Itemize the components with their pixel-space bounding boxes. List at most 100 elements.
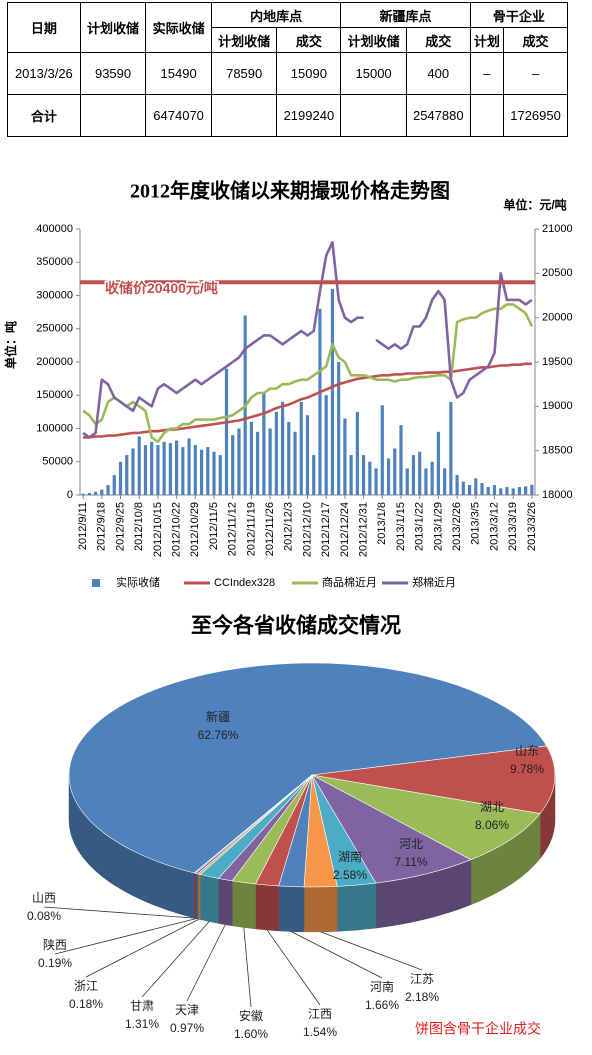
y-tick-label: 250000 (36, 323, 73, 335)
bar (249, 421, 254, 495)
slice (68, 662, 548, 874)
cell (469, 94, 505, 137)
leader-line (54, 918, 197, 955)
slice-side (193, 872, 196, 919)
bar (517, 487, 522, 495)
bar (199, 449, 204, 495)
slice-label: 陕西 (43, 937, 67, 952)
bar (511, 488, 515, 495)
bar (175, 440, 179, 495)
cell: – (469, 52, 505, 95)
bar (467, 485, 472, 495)
x-tick-label: 2012/10/29 (189, 502, 201, 557)
slice-label: 新疆 (206, 709, 230, 724)
bar (187, 438, 191, 495)
bar (337, 362, 341, 495)
bar (168, 443, 172, 495)
reference-label: 收储价20400元/吨 (105, 280, 218, 296)
y-tick-label: 0 (67, 489, 73, 501)
bar (330, 288, 335, 495)
slice-value: 8.06% (475, 818, 509, 832)
slice (311, 745, 556, 814)
bar (112, 475, 116, 495)
y2-tick-label: 19000 (542, 400, 573, 412)
bar (231, 435, 235, 495)
slice-label: 天津 (175, 1003, 199, 1017)
chart-title: 至今各省收储成交情况 (191, 614, 401, 638)
bar (386, 458, 391, 495)
header-cell: 成交 (503, 27, 568, 53)
slice-value: 0.18% (69, 997, 103, 1011)
slice-side (255, 883, 279, 932)
bar (436, 431, 440, 495)
slice-value: 2.18% (405, 990, 439, 1004)
slice (311, 774, 472, 884)
x-tick-label: 2012/12/17 (320, 502, 332, 557)
bar (125, 455, 129, 495)
slice-label: 河南 (370, 979, 394, 994)
bar (430, 461, 434, 495)
leader-line (243, 927, 252, 1008)
bar (411, 455, 416, 495)
slice-value: 1.54% (303, 1025, 337, 1039)
bar (162, 441, 166, 495)
header-cell: 计划收储 (79, 2, 147, 53)
bar (299, 401, 303, 495)
slice-value: 7.11% (394, 855, 427, 869)
leader-line (43, 906, 195, 919)
header-cell: 骨干企业 (469, 2, 569, 28)
series-line (82, 241, 533, 439)
cell (79, 94, 147, 137)
cell: 2013/3/26 (7, 52, 81, 95)
y2-tick-label: 19500 (542, 356, 573, 368)
bar (131, 448, 135, 495)
x-tick-label: 2012/10/22 (171, 502, 183, 557)
cell: 2199240 (276, 94, 342, 137)
bar (380, 405, 384, 495)
bar (318, 308, 322, 495)
bar (274, 411, 278, 495)
slice (311, 774, 541, 861)
bar (118, 461, 123, 495)
bar (355, 411, 359, 495)
cell: 78590 (210, 52, 278, 95)
slice-value: 2.58% (333, 868, 367, 882)
x-tick-label: 2013/3/26 (526, 502, 538, 551)
slice-label: 甘肃 (130, 999, 154, 1013)
x-tick-label: 2012/11/12 (227, 502, 239, 556)
bar (418, 451, 422, 495)
bar (293, 431, 297, 495)
bar (324, 395, 328, 495)
slice-value: 1.60% (234, 1027, 268, 1041)
bar (368, 461, 372, 495)
bar (212, 451, 216, 495)
y-tick-label: 350000 (36, 256, 73, 268)
leader-line (320, 931, 423, 971)
header-cell: 计划收储 (210, 27, 278, 53)
bar (343, 418, 347, 495)
bar (262, 391, 266, 495)
bar (499, 488, 503, 495)
bar (305, 415, 310, 495)
legend-label: 郑棉近月 (412, 575, 456, 589)
slice-value: 9.78% (510, 762, 544, 776)
header-cell: 成交 (405, 27, 471, 53)
x-tick-label: 2013/1/15 (395, 502, 407, 551)
annotation: 饼图含骨干企业成交 (415, 1021, 541, 1037)
x-tick-label: 2012/9/25 (114, 502, 126, 551)
bar (461, 481, 465, 495)
bar (480, 483, 484, 495)
storage-table: 日期 计划收储 实际收储 内地库点 新疆库点 骨干企业 计划收储 成交 计划收储 成交 计划 成交 … (7, 2, 569, 137)
y2-tick-label: 20000 (542, 312, 573, 324)
slice-label: 江苏 (410, 972, 434, 986)
y-tick-label: 150000 (36, 389, 73, 401)
leader-line (266, 929, 321, 1006)
header-cell: 计划收储 (340, 27, 407, 53)
leader-line (186, 924, 226, 1002)
cell: 6474070 (145, 94, 212, 137)
slice-value: 1.31% (125, 1017, 159, 1031)
bar (224, 368, 229, 495)
cell: 合计 (7, 94, 81, 137)
